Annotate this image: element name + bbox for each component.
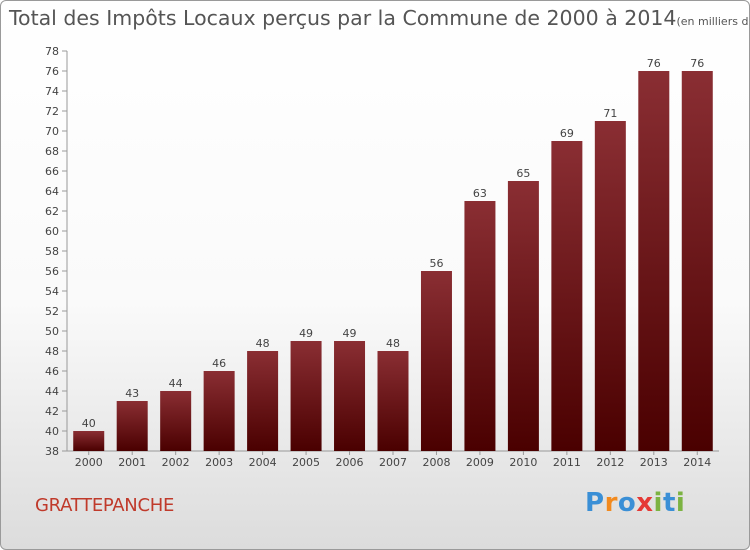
bar-value-label: 43 [125, 387, 139, 400]
bars [73, 71, 713, 451]
x-tick-label: 2004 [249, 456, 277, 469]
bar-value-label: 40 [82, 417, 96, 430]
logo-letter: r [604, 488, 618, 518]
x-tick-label: 2001 [118, 456, 146, 469]
bar-value-label: 76 [690, 57, 704, 70]
bar [116, 401, 148, 451]
bar-value-label: 63 [473, 187, 487, 200]
logo-letter: x [636, 488, 654, 518]
y-tick-label: 68 [45, 145, 59, 158]
x-tick-label: 2008 [422, 456, 450, 469]
x-axis: 2000 2001 2002 2003 2004 2005 2006 2007 2008 2009… [67, 450, 719, 469]
bar-value-label: 48 [256, 337, 270, 350]
x-tick-label: 2007 [379, 456, 407, 469]
y-tick-label: 42 [45, 405, 59, 418]
bar-value-label: 49 [343, 327, 357, 340]
y-tick-label: 76 [45, 65, 59, 78]
bar [203, 371, 235, 451]
bar [377, 351, 409, 451]
x-tick-label: 2000 [75, 456, 103, 469]
y-tick-label: 70 [45, 125, 59, 138]
x-tick-label: 2002 [162, 456, 190, 469]
y-tick-label: 66 [45, 165, 59, 178]
bar [507, 181, 539, 451]
bar [334, 341, 366, 451]
bar-value-label: 48 [386, 337, 400, 350]
x-tick-label: 2013 [640, 456, 668, 469]
x-tick-label: 2005 [292, 456, 320, 469]
bar [594, 121, 626, 451]
y-tick-label: 54 [45, 285, 59, 298]
bar-value-label: 44 [169, 377, 183, 390]
y-tick-label: 48 [45, 345, 59, 358]
value-labels: 40 43 44 46 48 49 49 48 56 63 65 69 71 76 76 [82, 57, 705, 430]
bar-value-label: 76 [647, 57, 661, 70]
x-tick-label: 2006 [336, 456, 364, 469]
chart-title: Total des Impôts Locaux perçus par la Co… [9, 6, 749, 30]
x-tick-label: 2009 [466, 456, 494, 469]
chart-title-unit: (en milliers d'€) [676, 15, 749, 28]
bar-value-label: 71 [603, 107, 617, 120]
y-axis: 38 40 42 44 46 48 50 52 54 56 58 60 62 64 66 68 70 72 74 76… [45, 45, 68, 458]
bar [681, 71, 713, 451]
y-tick-label: 52 [45, 305, 59, 318]
bar [551, 141, 583, 451]
y-tick-label: 44 [45, 385, 59, 398]
x-tick-label: 2003 [205, 456, 233, 469]
x-tick-label: 2010 [509, 456, 537, 469]
logo-letter: i [675, 488, 686, 518]
x-tick-label: 2011 [553, 456, 581, 469]
bar-value-label: 69 [560, 127, 574, 140]
y-tick-label: 72 [45, 105, 59, 118]
bar [638, 71, 670, 451]
commune-name: GRATTEPANCHE [35, 495, 175, 516]
bar [290, 341, 322, 451]
logo-letter: i [653, 488, 663, 518]
bar-value-label: 49 [299, 327, 313, 340]
chart-title-main: Total des Impôts Locaux perçus par la Co… [9, 6, 677, 30]
y-tick-label: 74 [45, 85, 59, 98]
y-tick-label: 62 [45, 205, 59, 218]
y-tick-label: 38 [45, 445, 59, 458]
bar-value-label: 46 [212, 357, 226, 370]
bar [464, 201, 496, 451]
y-tick-label: 64 [45, 185, 59, 198]
logo-letter: P [585, 488, 605, 518]
x-tick-label: 2014 [683, 456, 711, 469]
y-tick-label: 58 [45, 245, 59, 258]
logo-letter: o [617, 488, 637, 518]
bar [420, 271, 452, 451]
bar [160, 391, 192, 451]
proxiti-logo: Proxiti [585, 488, 685, 518]
y-tick-label: 50 [45, 325, 59, 338]
bar-value-label: 65 [516, 167, 530, 180]
x-tick-label: 2012 [596, 456, 624, 469]
bar [73, 431, 105, 451]
y-tick-label: 56 [45, 265, 59, 278]
y-tick-label: 46 [45, 365, 59, 378]
y-tick-label: 60 [45, 225, 59, 238]
logo-letter: t [662, 488, 676, 518]
y-tick-label: 40 [45, 425, 59, 438]
y-tick-label: 78 [45, 45, 59, 58]
bar-value-label: 56 [429, 257, 443, 270]
bar [247, 351, 279, 451]
